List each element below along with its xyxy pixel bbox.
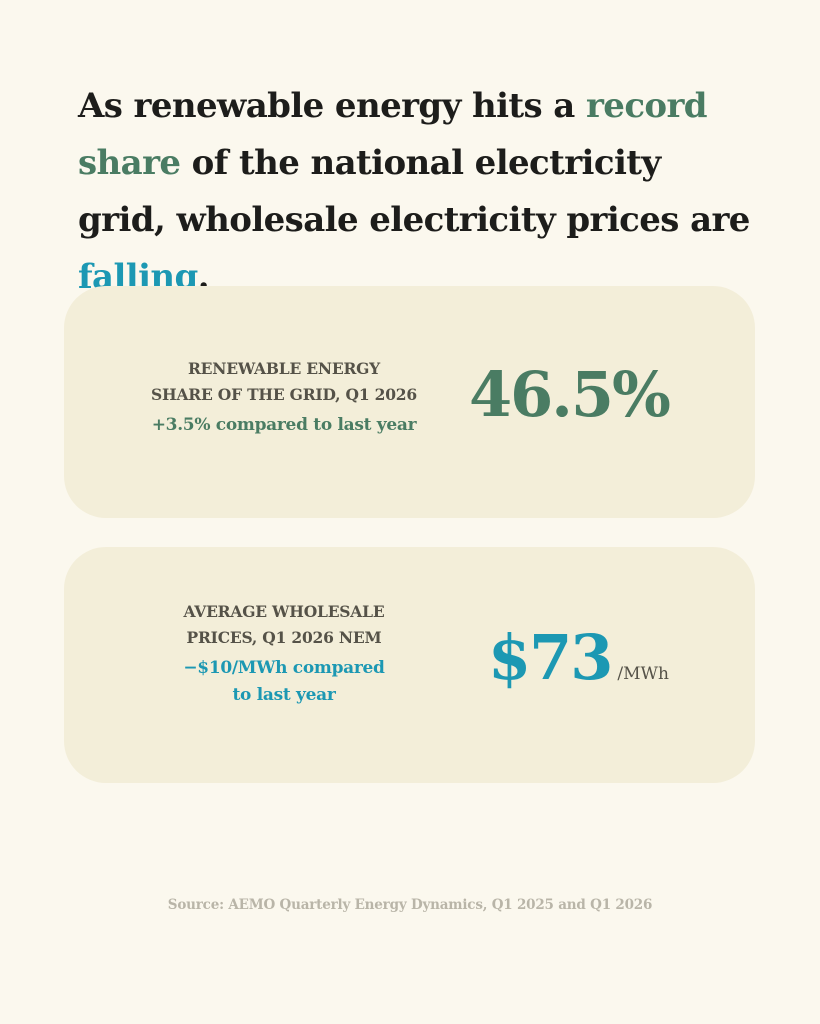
wholesale-price-change-line2: to last year [232,685,336,705]
wholesale-price-unit: /MWh [617,664,669,684]
headline-text-2: of the national electricity grid, wholes… [78,143,750,240]
wholesale-price-label-line1: AVERAGE WHOLESALE [183,602,385,621]
wholesale-price-value: $73 [488,621,613,694]
renewable-share-change: +3.5% compared to last year [151,415,417,435]
renewable-share-card: RENEWABLE ENERGY SHARE OF THE GRID, Q1 2… [64,286,755,518]
renewable-share-label: RENEWABLE ENERGY SHARE OF THE GRID, Q1 2… [124,356,444,408]
wholesale-price-label: AVERAGE WHOLESALE PRICES, Q1 2026 NEM [124,599,444,651]
renewable-share-label-line1: RENEWABLE ENERGY [187,359,381,378]
wholesale-price-value-group: $73/MWh [488,627,669,689]
wholesale-price-text: AVERAGE WHOLESALE PRICES, Q1 2026 NEM −$… [124,599,444,709]
wholesale-price-card: AVERAGE WHOLESALE PRICES, Q1 2026 NEM −$… [64,547,755,783]
headline-highlight-record-share: record share [78,86,708,183]
wholesale-price-label-line2: PRICES, Q1 2026 NEM [186,628,382,647]
headline-text-1: As renewable energy hits a [78,86,586,126]
wholesale-price-change-line1: −$10/MWh compared [183,658,385,678]
renewable-share-label-line2: SHARE OF THE GRID, Q1 2026 [151,385,417,404]
headline-text-3: . [197,257,210,297]
headline: As renewable energy hits a record share … [78,78,758,306]
wholesale-price-change: −$10/MWh compared to last year [124,655,444,709]
renewable-share-value: 46.5% [469,358,671,431]
renewable-share-text: RENEWABLE ENERGY SHARE OF THE GRID, Q1 2… [124,356,444,439]
source-note: Source: AEMO Quarterly Energy Dynamics, … [167,897,653,913]
